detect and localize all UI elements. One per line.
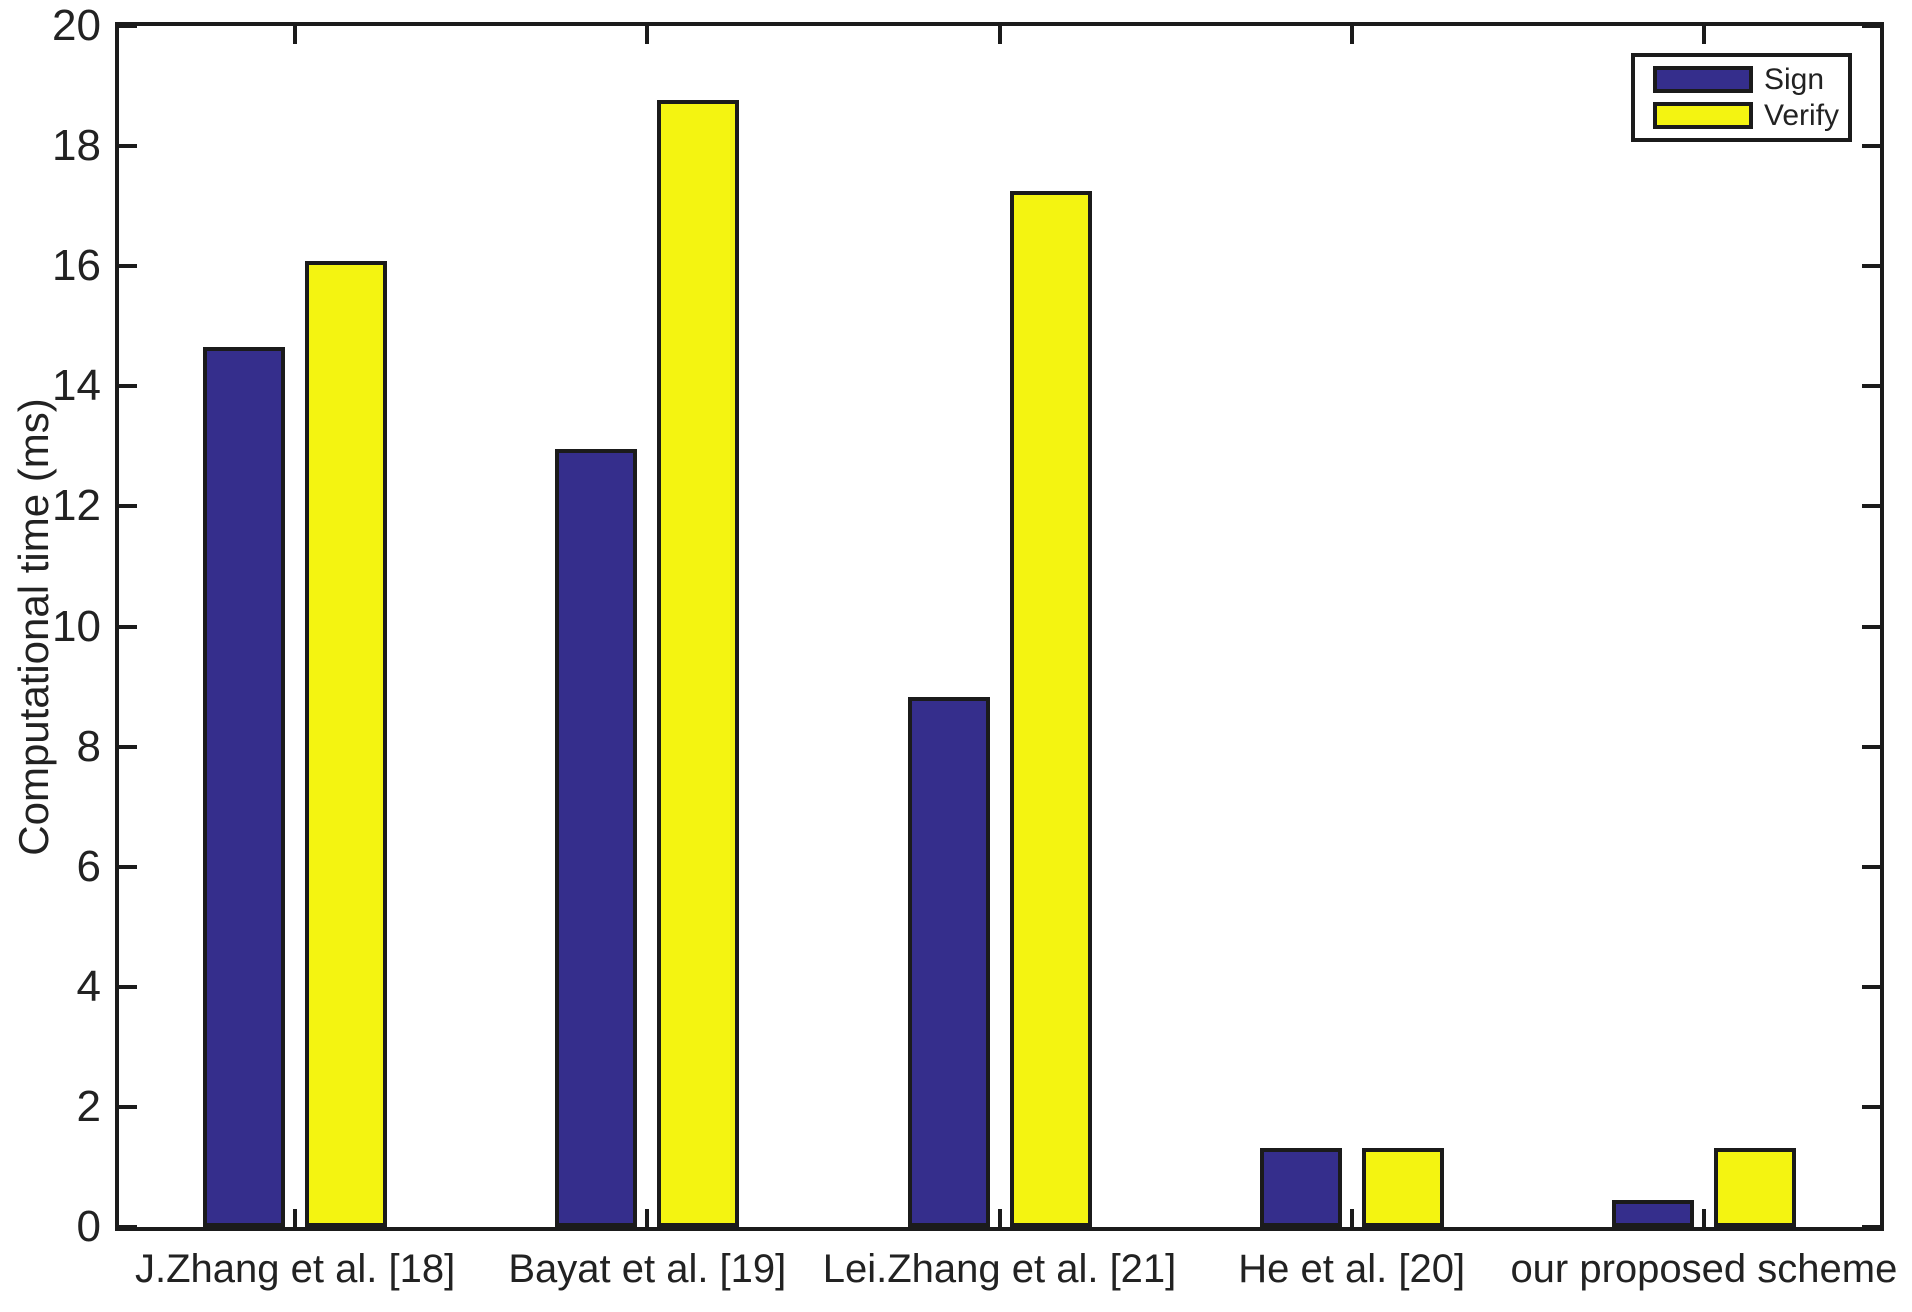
legend-label-verify: Verify: [1764, 98, 1840, 132]
legend-entry-sign: Sign: [1653, 62, 1848, 96]
legend-swatch-sign: [1653, 66, 1753, 93]
y-axis-tick-right: [1862, 24, 1880, 28]
y-axis-tick-left: [119, 1225, 137, 1229]
x-axis-tick-top: [645, 26, 649, 44]
y-axis-tick-right: [1862, 144, 1880, 148]
y-axis-tick-right: [1862, 264, 1880, 268]
y-tick-label: 2: [76, 1081, 101, 1131]
y-axis-tick-left: [119, 504, 137, 508]
y-tick-label: 20: [52, 1, 101, 50]
bar-verify-0: [305, 261, 387, 1227]
y-tick-label: 18: [52, 121, 101, 171]
legend-entry-verify: Verify: [1653, 98, 1848, 132]
legend-swatch-verify: [1653, 102, 1753, 129]
x-axis-tick-bottom: [293, 1209, 297, 1227]
y-axis-tick-right: [1862, 865, 1880, 869]
x-tick-label: He et al. [20]: [1238, 1247, 1466, 1291]
x-tick-label: J.Zhang et al. [18]: [134, 1247, 456, 1291]
legend-label-sign: Sign: [1764, 62, 1825, 96]
y-axis-tick-right: [1862, 745, 1880, 749]
x-axis-tick-bottom: [998, 1209, 1002, 1227]
y-axis-tick-right: [1862, 1105, 1880, 1109]
x-axis-tick-bottom: [1702, 1209, 1706, 1227]
y-axis-tick-left: [119, 1105, 137, 1109]
bar-verify-1: [657, 100, 739, 1227]
x-tick-label: our proposed scheme: [1510, 1247, 1898, 1291]
y-axis-tick-left: [119, 745, 137, 749]
bar-sign-2: [908, 697, 990, 1227]
legend: Sign Verify: [1631, 53, 1852, 142]
y-tick-label: 6: [76, 841, 101, 891]
y-axis-tick-left: [119, 264, 137, 268]
y-axis-tick-left: [119, 384, 137, 388]
x-tick-label: Lei.Zhang et al. [21]: [822, 1247, 1177, 1291]
plot-area: [115, 22, 1884, 1231]
x-axis-tick-bottom: [645, 1209, 649, 1227]
bar-verify-4: [1714, 1148, 1796, 1227]
bar-sign-4: [1612, 1200, 1694, 1227]
y-axis-tick-right: [1862, 1225, 1880, 1229]
y-axis-tick-right: [1862, 504, 1880, 508]
y-axis-tick-left: [119, 625, 137, 629]
x-axis-tick-top: [998, 26, 1002, 44]
x-axis-tick-bottom: [1350, 1209, 1354, 1227]
bar-sign-1: [555, 449, 637, 1227]
bar-sign-3: [1260, 1148, 1342, 1227]
y-axis-tick-left: [119, 144, 137, 148]
y-tick-label: 4: [76, 961, 101, 1011]
y-tick-label: 8: [76, 721, 101, 771]
y-axis-tick-left: [119, 985, 137, 989]
y-tick-label: 12: [52, 481, 101, 531]
x-axis-tick-top: [1702, 26, 1706, 44]
y-tick-label: 10: [52, 601, 101, 651]
bar-sign-0: [203, 347, 285, 1227]
x-axis-tick-top: [293, 26, 297, 44]
y-tick-label: 14: [52, 361, 101, 411]
bar-verify-3: [1362, 1148, 1444, 1227]
x-axis-tick-top: [1350, 26, 1354, 44]
y-tick-label: 16: [52, 241, 101, 291]
y-axis-tick-right: [1862, 625, 1880, 629]
y-axis-tick-left: [119, 865, 137, 869]
y-axis-tick-right: [1862, 384, 1880, 388]
x-tick-label: Bayat et al. [19]: [508, 1247, 787, 1291]
y-axis-tick-left: [119, 24, 137, 28]
bar-verify-2: [1010, 191, 1092, 1227]
y-axis-tick-right: [1862, 985, 1880, 989]
y-tick-label: 0: [76, 1202, 101, 1251]
